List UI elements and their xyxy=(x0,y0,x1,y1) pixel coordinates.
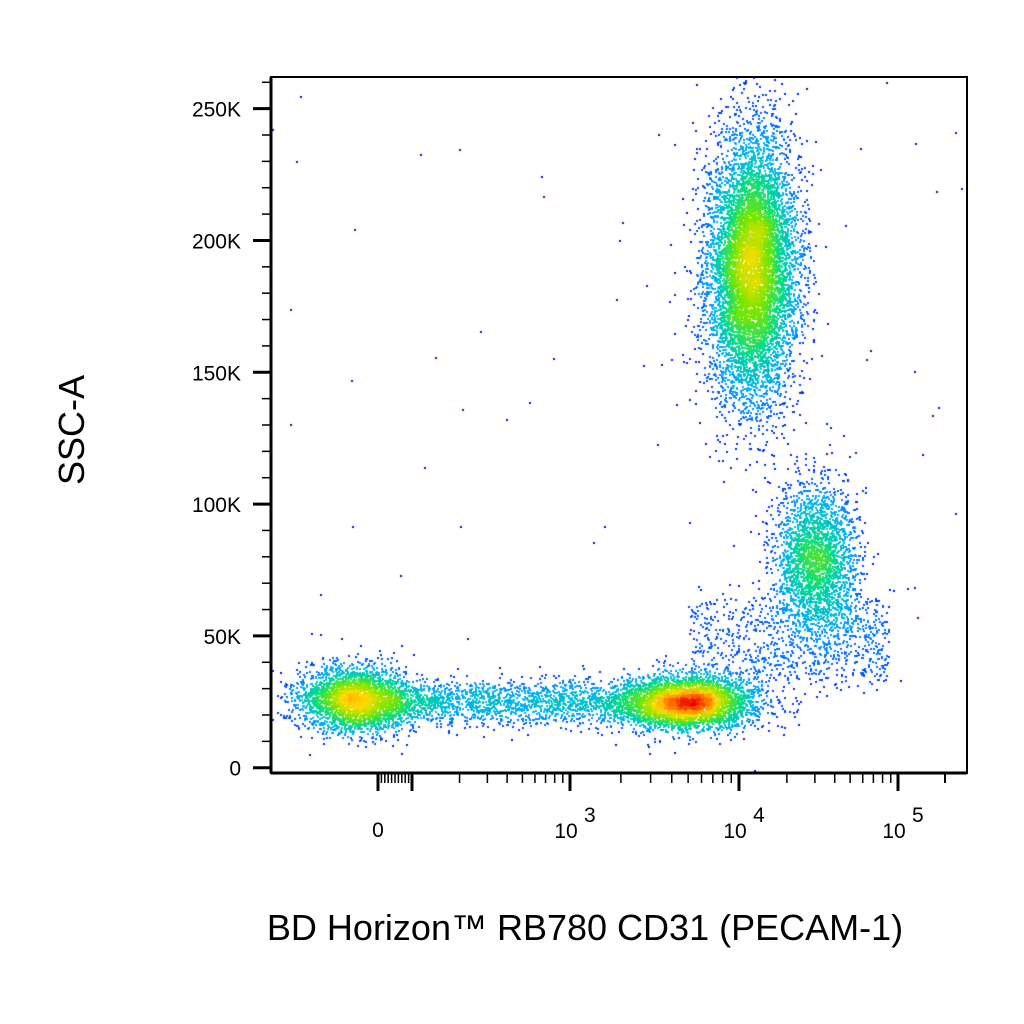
x-axis-ticks: 0 10 3 10 4 10 5 xyxy=(372,773,946,843)
y-tick-label: 200K xyxy=(192,230,241,253)
x-tick-label-exponent: 4 xyxy=(753,804,765,827)
scatter-points-canvas xyxy=(271,77,967,773)
x-tick-label: 10 xyxy=(554,820,577,843)
x-tick-label: 10 xyxy=(882,820,905,843)
y-tick-label: 50K xyxy=(204,626,241,649)
y-tick-label: 250K xyxy=(192,99,241,122)
x-axis-title: BD Horizon™ RB780 CD31 (PECAM-1) xyxy=(267,907,903,948)
plot-border xyxy=(270,76,968,774)
y-tick-label: 100K xyxy=(192,494,241,517)
x-tick-label-exponent: 3 xyxy=(584,804,596,827)
x-tick-label: 0 xyxy=(372,819,384,842)
y-axis-ticks: 0 50K 100K 150K 200K 250K xyxy=(192,81,271,781)
y-axis-title: SSC-A xyxy=(51,375,92,485)
plot-frame xyxy=(269,76,968,775)
y-tick-label: 150K xyxy=(192,362,241,385)
x-tick-label-exponent: 5 xyxy=(912,804,924,827)
y-tick-label: 0 xyxy=(229,758,241,781)
x-tick-label: 10 xyxy=(723,820,746,843)
